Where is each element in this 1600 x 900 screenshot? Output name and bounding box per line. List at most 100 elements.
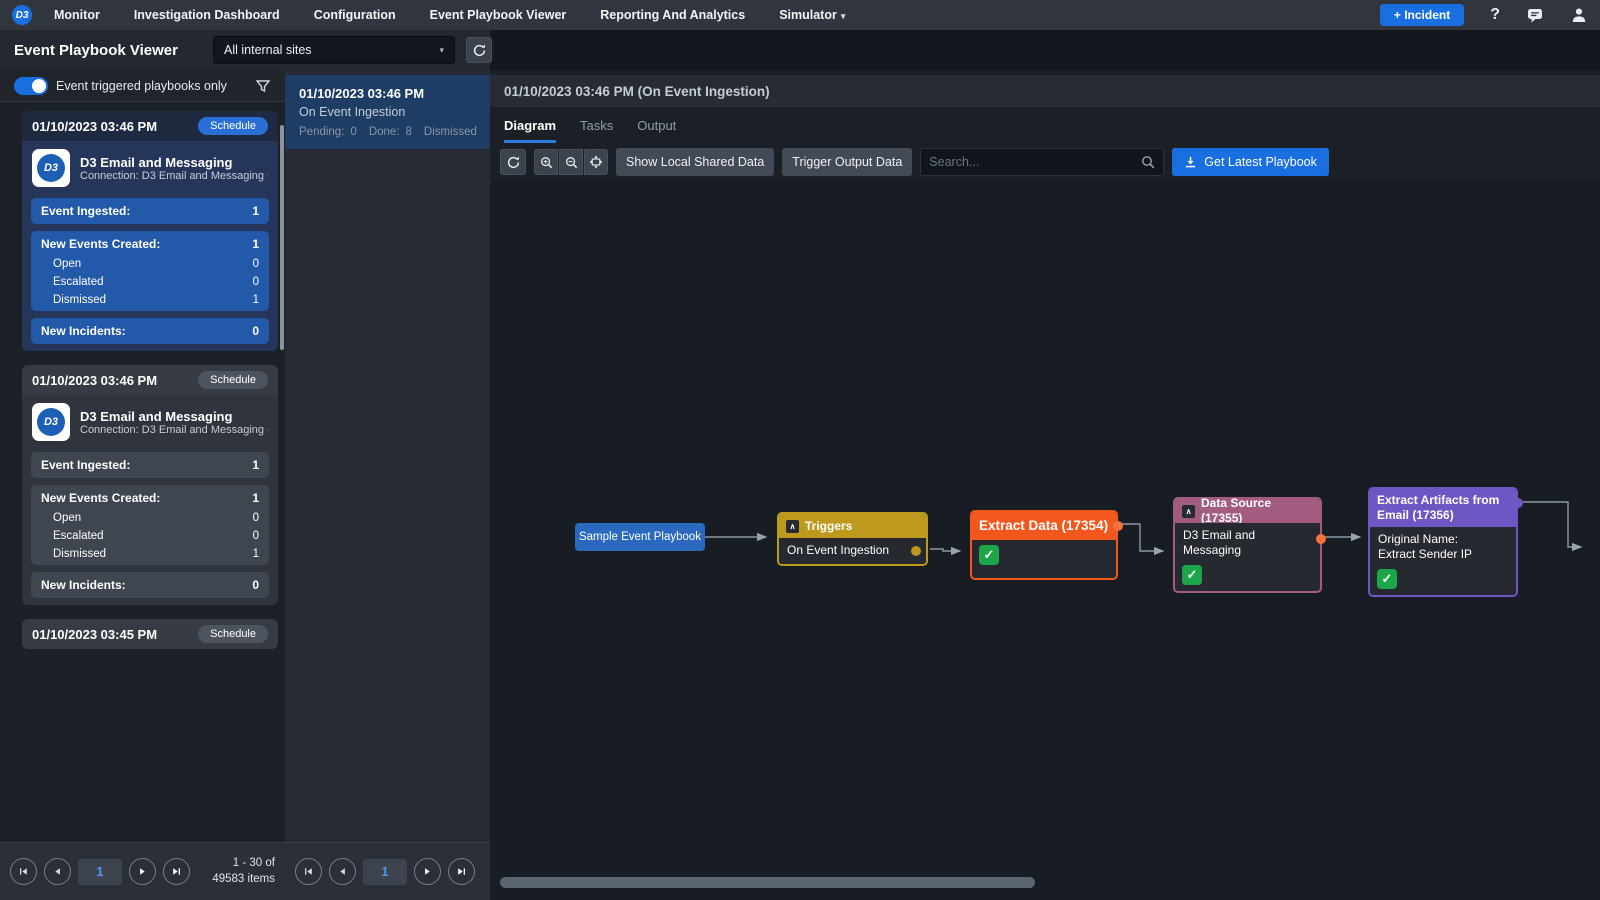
playbook-card[interactable]: 01/10/2023 03:45 PM Schedule [22,619,278,649]
site-filter-select[interactable]: All internal sites ▾ [213,36,455,64]
user-icon[interactable] [1570,6,1588,24]
runs-pagination: 1 [285,842,490,900]
card-app-row: D3 D3 Email and Messaging Connection: D3… [22,395,278,445]
run-stats: Pending: 0 Done: 8 Dismissed [299,126,477,138]
playbook-card[interactable]: 01/10/2023 03:46 PM Schedule D3 D3 Email… [22,365,278,605]
node-sample-event-playbook[interactable]: Sample Event Playbook [575,523,705,551]
run-date: 01/10/2023 03:46 PM [299,86,425,101]
node-body: D3 Email and Messaging ✓ [1175,523,1326,585]
chat-icon[interactable] [1526,6,1544,24]
zoom-controls [534,149,608,175]
pager-prev-button[interactable] [329,858,356,885]
fit-screen-icon [589,155,603,169]
left-panel-scrollbar[interactable] [280,125,284,350]
pager-last-button[interactable] [163,858,190,885]
pager-last-icon [173,868,180,875]
trigger-output-data-button[interactable]: Trigger Output Data [782,148,913,176]
node-title: Extract Data (17354) [979,517,1109,533]
stat-label: Event Ingested: [41,204,131,218]
pager-prev-button[interactable] [44,858,71,885]
stat-label: Event Ingested: [41,458,131,472]
tab-output[interactable]: Output [637,117,677,133]
app-connection: Connection: D3 Email and Messaging Con..… [80,169,268,182]
refresh-icon [507,156,519,168]
stat-label: Dismissed [53,548,107,560]
stat-label: New Incidents: [41,578,126,592]
run-header-bar: 01/10/2023 03:46 PM (On Event Ingestion) [490,75,1600,107]
nav-item-monitor[interactable]: Monitor [54,8,100,22]
toggle-label: Event triggered playbooks only [56,78,227,93]
stat-new-events: New Events Created: 1 Open 0 Escalated 0 Di… [31,231,269,311]
fit-to-screen-button[interactable] [584,149,608,175]
schedule-badge: Schedule [198,117,268,135]
collapse-icon[interactable]: ∧ [1182,504,1195,518]
d3-logo-icon[interactable]: D3 [12,5,32,25]
nav-item-configuration[interactable]: Configuration [313,8,396,22]
d3-app-icon: D3 [32,149,70,187]
refresh-sites-button[interactable] [466,37,492,63]
show-local-shared-data-button[interactable]: Show Local Shared Data [616,148,775,176]
search-icon[interactable] [1141,155,1155,169]
d3-app-icon: D3 [32,403,70,441]
pager-prev-icon [55,868,60,875]
stat-label: New Events Created: [41,237,161,251]
diagram-search [920,148,1165,176]
node-triggers[interactable]: ∧ Triggers On Event Ingestion [777,512,928,566]
page-number-box[interactable]: 1 [78,858,122,885]
event-triggered-toggle[interactable] [14,76,48,95]
pager-next-button[interactable] [414,858,441,885]
node-title: Data Source (17355) [1201,496,1272,525]
help-icon[interactable]: ? [1490,6,1500,23]
nav-item-event-playbook-viewer[interactable]: Event Playbook Viewer [429,8,567,22]
pager-last-button[interactable] [448,858,475,885]
nav-item-reporting-analytics[interactable]: Reporting And Analytics [600,8,746,22]
node-extract-artifacts[interactable]: Extract Artifacts from Email (17356) Ori… [1368,487,1523,597]
pager-next-icon [425,868,430,875]
pager-first-button[interactable] [10,858,37,885]
diagram-horizontal-scrollbar[interactable] [500,877,1035,888]
playbook-card-selected[interactable]: 01/10/2023 03:46 PM Schedule D3 D3 Email… [22,111,278,351]
data-source-row: D3 Email and Messaging [1183,528,1256,557]
get-latest-playbook-button[interactable]: Get Latest Playbook [1172,148,1329,176]
node-title: Triggers [805,518,853,533]
schedule-badge: Schedule [198,371,268,389]
pager-next-icon [140,868,145,875]
node-header: Extract Artifacts from Email (17356) [1370,489,1523,527]
diagram-panel: 01/10/2023 03:46 PM (On Event Ingestion)… [490,70,1600,900]
output-port[interactable] [1316,534,1326,544]
zoom-out-button[interactable] [559,149,583,175]
stat-value: 0 [252,530,259,542]
output-port[interactable] [1113,521,1123,531]
search-input[interactable] [929,155,1142,169]
tab-tasks[interactable]: Tasks [580,117,614,133]
stat-value: 0 [252,324,259,338]
stat-new-incidents: New Incidents: 0 [31,318,269,344]
add-incident-button[interactable]: + Incident [1379,4,1465,26]
output-port[interactable] [1513,498,1523,508]
stat-label: New Incidents: [41,324,126,338]
nav-item-investigation-dashboard[interactable]: Investigation Dashboard [133,8,280,22]
app-connection: Connection: D3 Email and Messaging Con..… [80,423,268,436]
node-extract-data[interactable]: Extract Data (17354) ✓ [970,510,1123,580]
output-port[interactable] [911,546,921,556]
tab-diagram[interactable]: Diagram [504,107,557,143]
pager-first-button[interactable] [295,858,322,885]
run-item-selected[interactable]: 01/10/2023 03:46 PM On Event Ingestion P… [285,75,490,149]
zoom-in-button[interactable] [534,149,558,175]
nav-item-simulator[interactable]: Simulator ▾ [779,8,845,22]
stat-value: 0 [252,276,259,288]
filter-row: Event triggered playbooks only [0,70,285,102]
card-header: 01/10/2023 03:45 PM Schedule [22,619,278,649]
pager-next-button[interactable] [129,858,156,885]
node-title: Extract Artifacts from Email (17356) [1377,493,1500,522]
card-date: 01/10/2023 03:46 PM [32,372,158,388]
collapse-icon[interactable]: ∧ [786,519,799,533]
page-number-box[interactable]: 1 [363,858,407,885]
node-data-source[interactable]: ∧ Data Source (17355) D3 Email and Messa… [1173,496,1326,593]
filter-funnel-icon[interactable] [255,78,271,94]
refresh-icon [473,44,485,56]
playbook-list-panel: Event triggered playbooks only 01/10/202… [0,70,285,900]
pager-last-icon [458,868,465,875]
refresh-diagram-button[interactable] [500,149,526,175]
